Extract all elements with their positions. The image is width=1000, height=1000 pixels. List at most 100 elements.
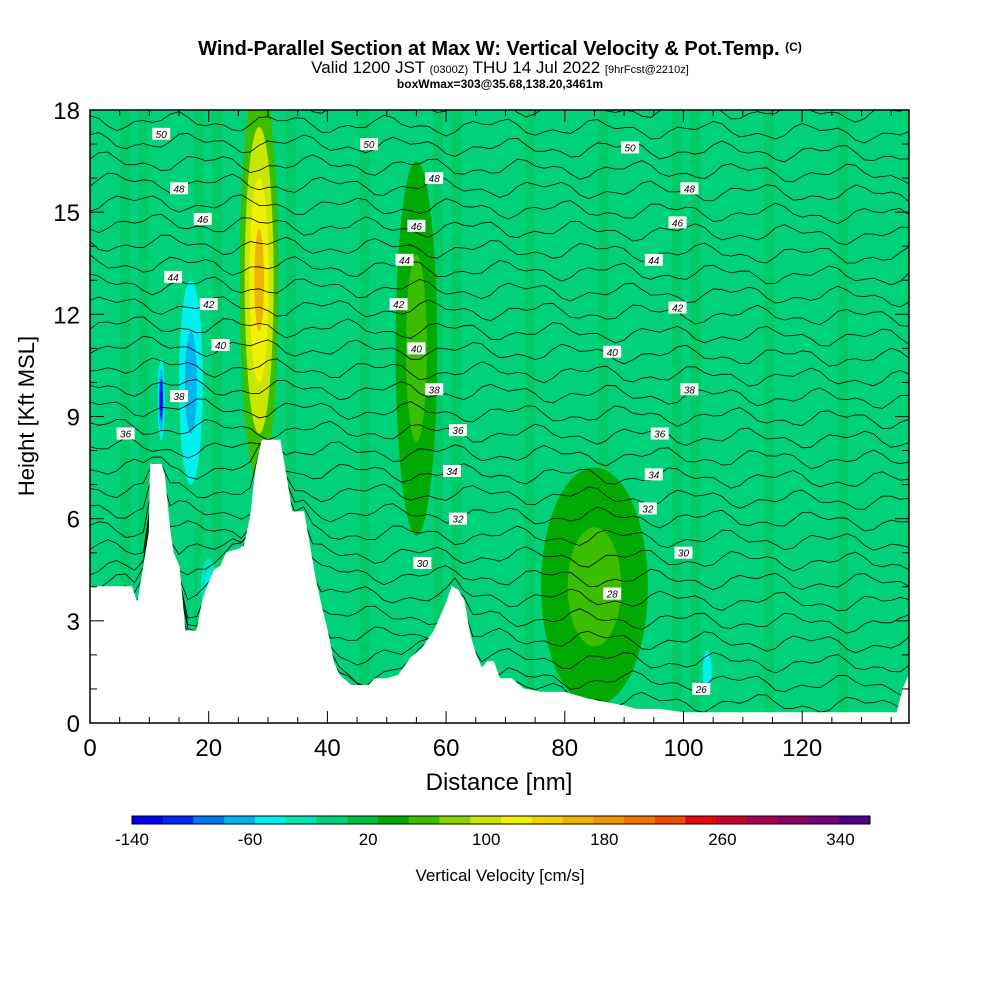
theta-label: 38 — [170, 390, 189, 403]
theta-contour-line — [90, 111, 909, 144]
svg-text:40: 40 — [607, 348, 619, 359]
downdraft-core — [160, 389, 163, 410]
svg-text:50: 50 — [156, 130, 168, 141]
colorbar-swatch — [132, 816, 164, 824]
y-tick-label: 9 — [67, 405, 80, 432]
colorbar-swatch — [747, 816, 779, 824]
updraft-core — [567, 527, 622, 647]
colorbar-swatch — [316, 816, 348, 824]
colorbar-tick-label: 180 — [590, 830, 618, 849]
field-streak — [672, 110, 683, 723]
theta-contour-line — [90, 466, 909, 551]
field-streak — [212, 110, 223, 723]
theta-contour-line — [90, 151, 909, 185]
colorbar-swatch — [501, 816, 533, 824]
svg-text:42: 42 — [672, 304, 684, 315]
svg-text:42: 42 — [393, 300, 405, 311]
svg-text:34: 34 — [648, 470, 660, 481]
colorbar-swatch — [562, 816, 594, 824]
svg-text:48: 48 — [429, 174, 441, 185]
theta-label: 48 — [425, 172, 444, 185]
theta-label: 42 — [199, 298, 218, 311]
field-streak — [598, 110, 609, 723]
field-streak — [359, 110, 370, 723]
theta-label: 38 — [680, 383, 699, 396]
svg-text:44: 44 — [648, 256, 660, 267]
terrain-mask — [90, 439, 909, 723]
colorbar-tick-label: 100 — [472, 830, 500, 849]
theta-label: 34 — [443, 464, 462, 478]
chart-title-block: Wind-Parallel Section at Max W: Vertical… — [0, 36, 1000, 90]
theta-contour-line — [90, 398, 909, 429]
colorbar-tick-label: -60 — [238, 830, 263, 849]
theta-label: 50 — [621, 141, 640, 154]
theta-labels: 50 50 50 48 48 48 46 46 46 44 44 44 42 42 42 40 40 40 38 38… — [116, 127, 711, 696]
colorbar-tick-label: 340 — [826, 830, 854, 849]
x-tick-label: 20 — [195, 735, 222, 762]
colorbar-frame — [131, 815, 871, 825]
y-tick-label: 3 — [67, 609, 80, 636]
svg-text:30: 30 — [417, 559, 429, 570]
theta-label: 32 — [638, 502, 657, 515]
svg-text:46: 46 — [197, 215, 209, 226]
svg-text:42: 42 — [203, 300, 215, 311]
valid-utc: (0300Z) — [429, 64, 469, 76]
theta-label: 46 — [407, 219, 426, 233]
svg-text:46: 46 — [411, 222, 423, 233]
downdraft-core — [702, 650, 712, 694]
theta-label: 48 — [680, 182, 699, 195]
colorbar-swatch — [685, 816, 717, 824]
colorbar-swatch — [839, 816, 871, 824]
svg-text:38: 38 — [429, 385, 441, 396]
svg-text:38: 38 — [684, 385, 696, 396]
theta-contour-line — [90, 357, 909, 387]
colorbar-swatch — [439, 816, 471, 824]
theta-contour-line — [90, 454, 909, 532]
theta-label: 30 — [674, 546, 693, 560]
title-tag: (C) — [785, 40, 802, 54]
colorbar-swatch — [624, 816, 656, 824]
svg-text:32: 32 — [452, 515, 464, 526]
theta-label: 32 — [448, 512, 467, 526]
theta-label: 44 — [395, 253, 414, 267]
y-tick-label: 6 — [67, 507, 80, 534]
colorbar-swatch — [470, 816, 502, 824]
colorbar: -140 -60 20 100 180 260 340 — [115, 815, 871, 849]
svg-text:44: 44 — [168, 273, 180, 284]
field-streak — [690, 110, 701, 723]
theta-contour-line — [90, 254, 909, 286]
theta-contour-line — [90, 379, 909, 409]
svg-text:36: 36 — [654, 430, 666, 441]
theta-contour-line — [90, 418, 909, 449]
colorbar-swatch — [224, 816, 256, 824]
colorbar-swatch — [654, 816, 686, 824]
colorbar-swatch — [716, 816, 748, 824]
field-streak — [285, 110, 296, 723]
colorbar-tick-label: 260 — [708, 830, 736, 849]
theta-label: 26 — [692, 682, 711, 696]
theta-contour-line — [90, 273, 909, 308]
colorbar-swatch — [531, 816, 563, 824]
x-tick-label: 40 — [314, 735, 341, 762]
svg-text:50: 50 — [363, 140, 375, 151]
theta-label: 36 — [116, 427, 135, 441]
svg-text:28: 28 — [606, 590, 619, 601]
theta-label: 30 — [413, 556, 432, 570]
colorbar-swatch — [285, 816, 317, 824]
theta-label: 34 — [644, 468, 663, 481]
field-streak — [120, 110, 131, 723]
forecast-info: [9hrFcst@2210z] — [604, 64, 689, 76]
field-streak — [764, 110, 775, 723]
theta-label: 40 — [407, 342, 426, 355]
x-tick-label: 120 — [782, 735, 822, 762]
updraft-core — [254, 229, 264, 332]
field-streak — [525, 110, 536, 723]
theta-contour-line — [90, 437, 909, 470]
theta-label: 44 — [644, 253, 663, 267]
valid-date: THU 14 Jul 2022 — [472, 58, 601, 77]
theta-contour-line — [90, 296, 909, 327]
colorbar-swatch — [808, 816, 840, 824]
theta-label: 38 — [425, 383, 444, 396]
colorbar-tick-label: 20 — [359, 830, 378, 849]
